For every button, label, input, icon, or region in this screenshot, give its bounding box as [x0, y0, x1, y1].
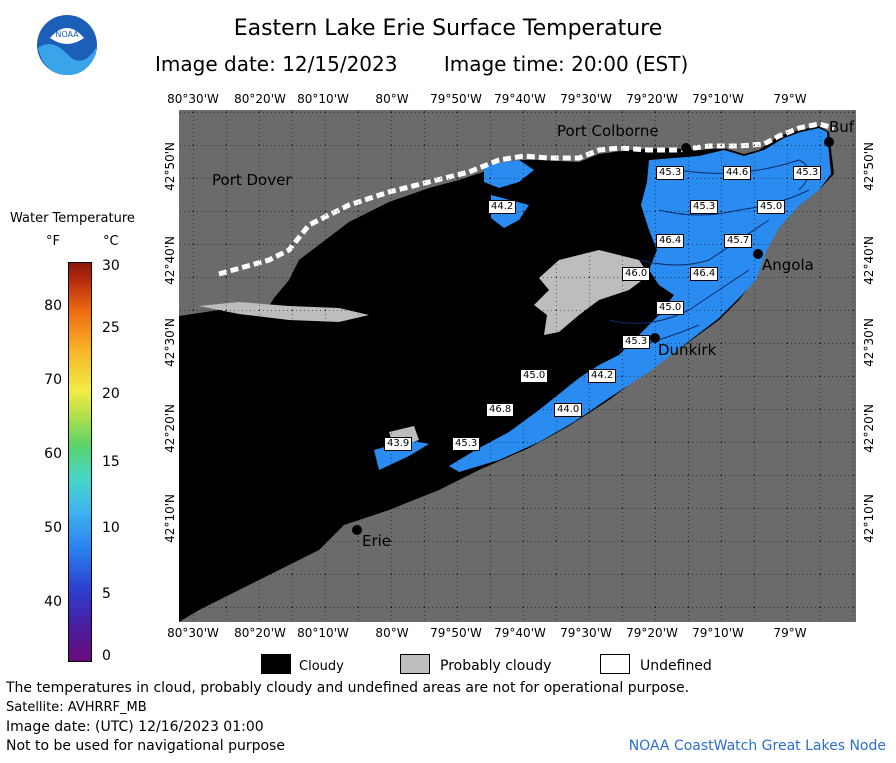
legend-c-tick: 20: [102, 386, 120, 402]
key-undefined-label: Undefined: [640, 658, 712, 674]
legend-c-tick: 0: [102, 648, 111, 664]
lon-tick-bottom: 79°20'W: [626, 626, 678, 640]
lat-tick-left: 42°40'N: [163, 236, 177, 285]
temp-label: 45.7: [724, 234, 753, 248]
temp-label: 43.9: [384, 437, 413, 451]
city-label-port-dover: Port Dover: [212, 171, 292, 189]
city-marker: [352, 525, 362, 535]
temp-label: 44.2: [588, 369, 617, 383]
legend-f-tick: 40: [44, 594, 62, 610]
lon-tick-top: 79°20'W: [626, 92, 678, 106]
temp-label: 46.4: [656, 234, 685, 248]
temp-label: 45.3: [690, 200, 719, 214]
lat-tick-right: 42°30'N: [862, 318, 876, 367]
lat-tick-right: 42°10'N: [862, 494, 876, 543]
lon-tick-bottom: 80°W: [375, 626, 409, 640]
footer-utc-date: Image date: (UTC) 12/16/2023 01:00: [6, 719, 264, 735]
legend-c-tick: 30: [102, 258, 120, 274]
legend-f-tick: 80: [44, 298, 62, 314]
noaa-logo: NOAA: [37, 15, 97, 76]
city-label-erie: Erie: [362, 532, 392, 550]
map-title: Eastern Lake Erie Surface Temperature: [233, 16, 663, 41]
city-label-buffalo: Buf: [829, 118, 855, 136]
key-probably-cloudy-swatch: [400, 654, 430, 674]
temp-label: 45.0: [656, 301, 685, 315]
footer-credit: NOAA CoastWatch Great Lakes Node: [628, 738, 886, 754]
key-cloudy-label: Cloudy: [299, 659, 344, 674]
footer-disclaimer: The temperatures in cloud, probably clou…: [6, 680, 690, 696]
legend-c-tick: 25: [102, 320, 120, 336]
temp-label: 45.3: [452, 437, 481, 451]
lat-tick-left: 42°50'N: [163, 142, 177, 191]
temp-label: 44.2: [488, 200, 517, 214]
key-cloudy-swatch: [261, 654, 291, 674]
legend-c-tick: 5: [102, 586, 111, 602]
temp-label: 45.0: [757, 200, 786, 214]
lon-tick-top: 79°40'W: [494, 92, 546, 106]
legend-unit-f: °F: [46, 234, 60, 249]
lon-tick-bottom: 79°10'W: [692, 626, 744, 640]
legend-c-tick: 15: [102, 454, 120, 470]
city-marker: [753, 249, 763, 259]
lat-tick-right: 42°40'N: [862, 236, 876, 285]
lon-tick-bottom: 79°40'W: [494, 626, 546, 640]
lat-tick-right: 42°50'N: [862, 142, 876, 191]
city-label-dunkirk: Dunkirk: [658, 341, 717, 359]
city-label-port-colborne: Port Colborne: [557, 122, 659, 140]
city-marker: [681, 143, 691, 153]
image-time: Image time: 20:00 (EST): [443, 52, 689, 76]
color-scale-bar: [68, 262, 92, 662]
lon-tick-bottom: 79°30'W: [560, 626, 612, 640]
legend-f-tick: 60: [44, 446, 62, 462]
lon-tick-bottom: 80°30'W: [167, 626, 219, 640]
city-marker: [824, 137, 834, 147]
lon-tick-top: 79°50'W: [430, 92, 482, 106]
lon-tick-top: 79°30'W: [560, 92, 612, 106]
lat-tick-right: 42°20'N: [862, 404, 876, 453]
lon-tick-bottom: 79°50'W: [430, 626, 482, 640]
logo-text: NOAA: [55, 30, 79, 39]
lon-tick-top: 79°W: [773, 92, 807, 106]
legend-f-tick: 50: [44, 520, 62, 536]
legend-f-tick: 70: [44, 372, 62, 388]
lake-erie-map: [179, 110, 856, 622]
lat-tick-left: 42°20'N: [163, 404, 177, 453]
temp-label: 44.0: [554, 403, 583, 417]
lon-tick-top: 79°10'W: [692, 92, 744, 106]
lat-tick-left: 42°10'N: [163, 494, 177, 543]
temp-label: 45.0: [520, 369, 549, 383]
legend-unit-c: °C: [103, 234, 119, 249]
temp-label: 46.0: [622, 267, 651, 281]
image-datetime: Image date: 12/15/2023 Image time: 20:00…: [155, 52, 728, 76]
lon-tick-bottom: 80°10'W: [297, 626, 349, 640]
city-label-angola: Angola: [762, 256, 814, 274]
lat-tick-left: 42°30'N: [163, 318, 177, 367]
temp-label: 45.3: [656, 166, 685, 180]
temp-label: 45.3: [793, 166, 822, 180]
footer-nav-warning: Not to be used for navigational purpose: [6, 738, 285, 754]
lon-tick-top: 80°10'W: [297, 92, 349, 106]
key-undefined-swatch: [600, 654, 630, 674]
lon-tick-top: 80°W: [375, 92, 409, 106]
lon-tick-bottom: 79°W: [773, 626, 807, 640]
image-date: Image date: 12/15/2023: [155, 52, 398, 76]
key-probably-cloudy-label: Probably cloudy: [440, 658, 552, 674]
temp-label: 46.8: [486, 403, 515, 417]
lon-tick-bottom: 80°20'W: [234, 626, 286, 640]
legend-title: Water Temperature: [10, 211, 135, 226]
legend-c-tick: 10: [102, 520, 120, 536]
temp-label: 46.4: [690, 267, 719, 281]
footer-satellite: Satellite: AVHRRF_MB: [6, 700, 147, 715]
temp-label: 45.3: [622, 335, 651, 349]
lon-tick-top: 80°20'W: [234, 92, 286, 106]
city-marker: [650, 333, 660, 343]
temp-label: 44.6: [723, 166, 752, 180]
lon-tick-top: 80°30'W: [167, 92, 219, 106]
